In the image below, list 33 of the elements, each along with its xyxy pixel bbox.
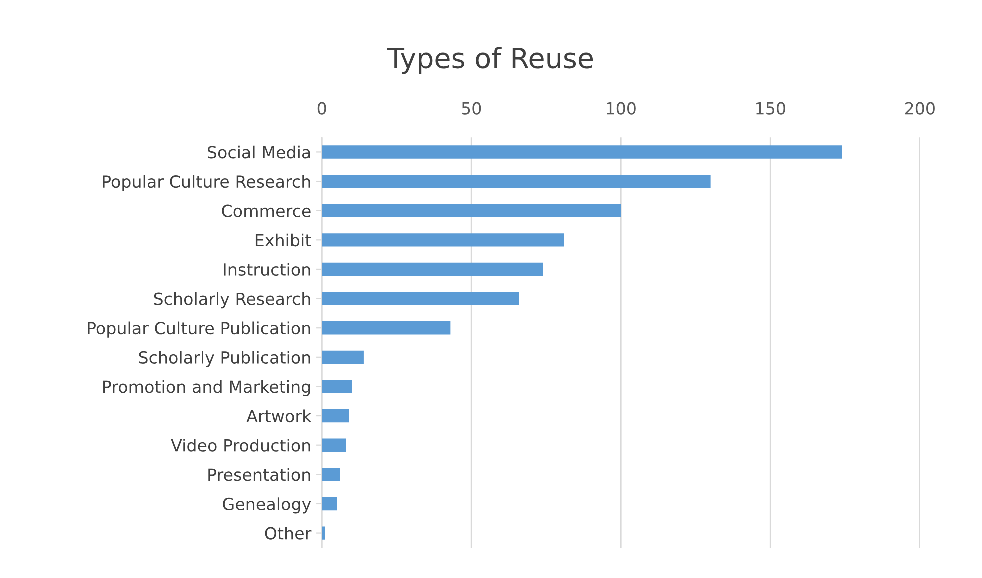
y-tick-label: Promotion and Marketing: [104, 380, 310, 397]
bar: [322, 204, 622, 218]
chart-title: Types of Reuse: [387, 47, 594, 74]
bar: [322, 234, 564, 247]
bar: [322, 409, 350, 423]
y-tick-label: Presentation: [208, 468, 310, 482]
y-tick-label: Popular Culture Publication: [88, 322, 310, 338]
y-tick-label: Exhibit: [256, 234, 312, 247]
y-tick-label: Scholarly Research: [154, 292, 310, 309]
bar: [322, 174, 711, 188]
y-tick-label: Other: [265, 526, 312, 540]
y-tick-label: Video Production: [171, 439, 310, 452]
x-tick-label: 150: [756, 102, 786, 115]
bar: [322, 262, 544, 276]
bar: [322, 322, 451, 335]
y-tick-label: Commerce: [222, 204, 311, 218]
y-tick-label: Artwork: [246, 410, 312, 423]
bar: [322, 468, 340, 482]
y-tick-label: Popular Culture Research: [103, 175, 310, 192]
x-tick-label: 200: [905, 102, 935, 115]
x-tick-label: 100: [607, 102, 636, 115]
bar: [322, 146, 842, 159]
x-tick-label: 0: [318, 102, 326, 115]
bar: [322, 350, 364, 364]
y-tick-label: Genealogy: [223, 498, 312, 514]
bar: [322, 438, 346, 452]
y-tick-label: Scholarly Publication: [139, 351, 310, 368]
bar: [322, 292, 520, 306]
y-tick-label: Social Media: [208, 146, 310, 159]
bar: [322, 497, 338, 511]
bar: [322, 380, 352, 394]
x-tick-label: 50: [462, 102, 482, 115]
y-tick-label: Instruction: [224, 263, 310, 276]
